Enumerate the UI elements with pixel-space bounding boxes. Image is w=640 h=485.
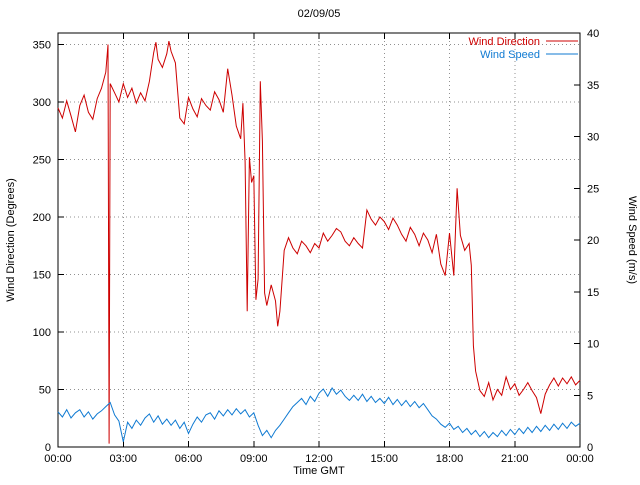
x-tick-label: 15:00	[370, 453, 398, 465]
x-tick-label: 21:00	[501, 453, 529, 465]
chart-title: 02/09/05	[298, 8, 341, 20]
y-left-axis-title: Wind Direction (Degrees)	[5, 178, 17, 301]
y-left-tick-label: 150	[33, 270, 51, 282]
y-left-tick-label: 50	[39, 385, 51, 397]
y-left-tick-label: 200	[33, 212, 51, 224]
y-left-tick-label: 100	[33, 327, 51, 339]
y-right-tick-label: 10	[587, 339, 599, 351]
x-tick-label: 06:00	[175, 453, 203, 465]
y-right-tick-label: 0	[587, 442, 593, 454]
y-right-tick-label: 35	[587, 80, 599, 92]
x-axis-title: Time GMT	[293, 465, 345, 477]
x-tick-label: 09:00	[240, 453, 268, 465]
legend-label: Wind Speed	[480, 49, 540, 61]
y-right-tick-label: 30	[587, 132, 599, 144]
legend-label: Wind Direction	[468, 36, 540, 48]
series-line-wind-direction	[57, 40, 581, 444]
y-right-tick-label: 20	[587, 235, 599, 247]
x-tick-label: 03:00	[109, 453, 137, 465]
y-left-tick-label: 250	[33, 155, 51, 167]
y-left-tick-label: 0	[45, 442, 51, 454]
y-right-tick-label: 5	[587, 390, 593, 402]
plot-border	[57, 32, 581, 448]
y-right-axis-title: Wind Speed (m/s)	[626, 196, 638, 284]
x-tick-label: 18:00	[436, 453, 464, 465]
y-right-tick-label: 15	[587, 287, 599, 299]
y-left-tick-label: 300	[33, 97, 51, 109]
x-tick-label: 00:00	[44, 453, 72, 465]
y-right-tick-label: 25	[587, 183, 599, 195]
series-line-wind-speed	[57, 387, 581, 442]
y-right-tick-label: 40	[587, 28, 599, 40]
x-tick-label: 00:00	[566, 453, 594, 465]
y-left-tick-label: 350	[33, 40, 51, 52]
x-tick-label: 12:00	[305, 453, 333, 465]
